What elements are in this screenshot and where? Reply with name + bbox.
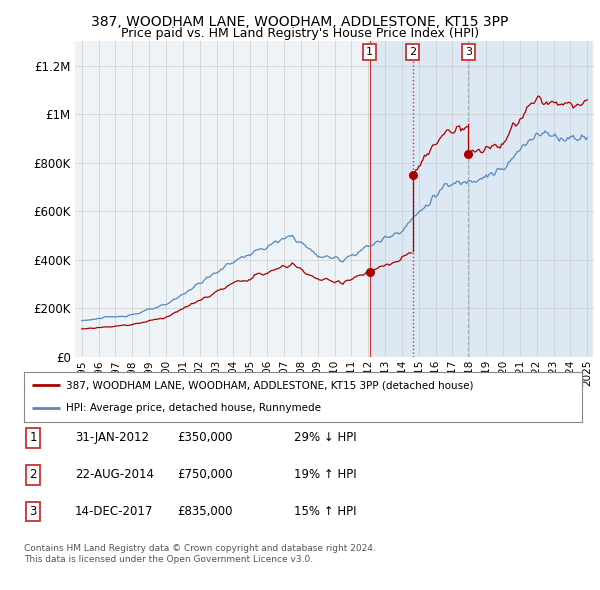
Text: Price paid vs. HM Land Registry's House Price Index (HPI): Price paid vs. HM Land Registry's House … bbox=[121, 27, 479, 40]
Text: 3: 3 bbox=[465, 47, 472, 57]
Text: £835,000: £835,000 bbox=[177, 505, 233, 518]
Bar bbox=[370, 41, 590, 357]
Text: 1: 1 bbox=[366, 47, 373, 57]
Text: 387, WOODHAM LANE, WOODHAM, ADDLESTONE, KT15 3PP: 387, WOODHAM LANE, WOODHAM, ADDLESTONE, … bbox=[91, 15, 509, 29]
Text: 3: 3 bbox=[29, 505, 37, 518]
Text: £350,000: £350,000 bbox=[177, 431, 233, 444]
Text: 31-JAN-2012: 31-JAN-2012 bbox=[75, 431, 149, 444]
Text: 22-AUG-2014: 22-AUG-2014 bbox=[75, 468, 154, 481]
Text: 1: 1 bbox=[29, 431, 37, 444]
Text: 29% ↓ HPI: 29% ↓ HPI bbox=[294, 431, 356, 444]
Text: Contains HM Land Registry data © Crown copyright and database right 2024.: Contains HM Land Registry data © Crown c… bbox=[24, 545, 376, 553]
Text: 14-DEC-2017: 14-DEC-2017 bbox=[75, 505, 154, 518]
Text: 19% ↑ HPI: 19% ↑ HPI bbox=[294, 468, 356, 481]
Text: HPI: Average price, detached house, Runnymede: HPI: Average price, detached house, Runn… bbox=[66, 404, 321, 414]
Text: 2: 2 bbox=[409, 47, 416, 57]
Text: 387, WOODHAM LANE, WOODHAM, ADDLESTONE, KT15 3PP (detached house): 387, WOODHAM LANE, WOODHAM, ADDLESTONE, … bbox=[66, 380, 473, 390]
Text: 15% ↑ HPI: 15% ↑ HPI bbox=[294, 505, 356, 518]
Text: This data is licensed under the Open Government Licence v3.0.: This data is licensed under the Open Gov… bbox=[24, 555, 313, 564]
Text: £750,000: £750,000 bbox=[177, 468, 233, 481]
Text: 2: 2 bbox=[29, 468, 37, 481]
